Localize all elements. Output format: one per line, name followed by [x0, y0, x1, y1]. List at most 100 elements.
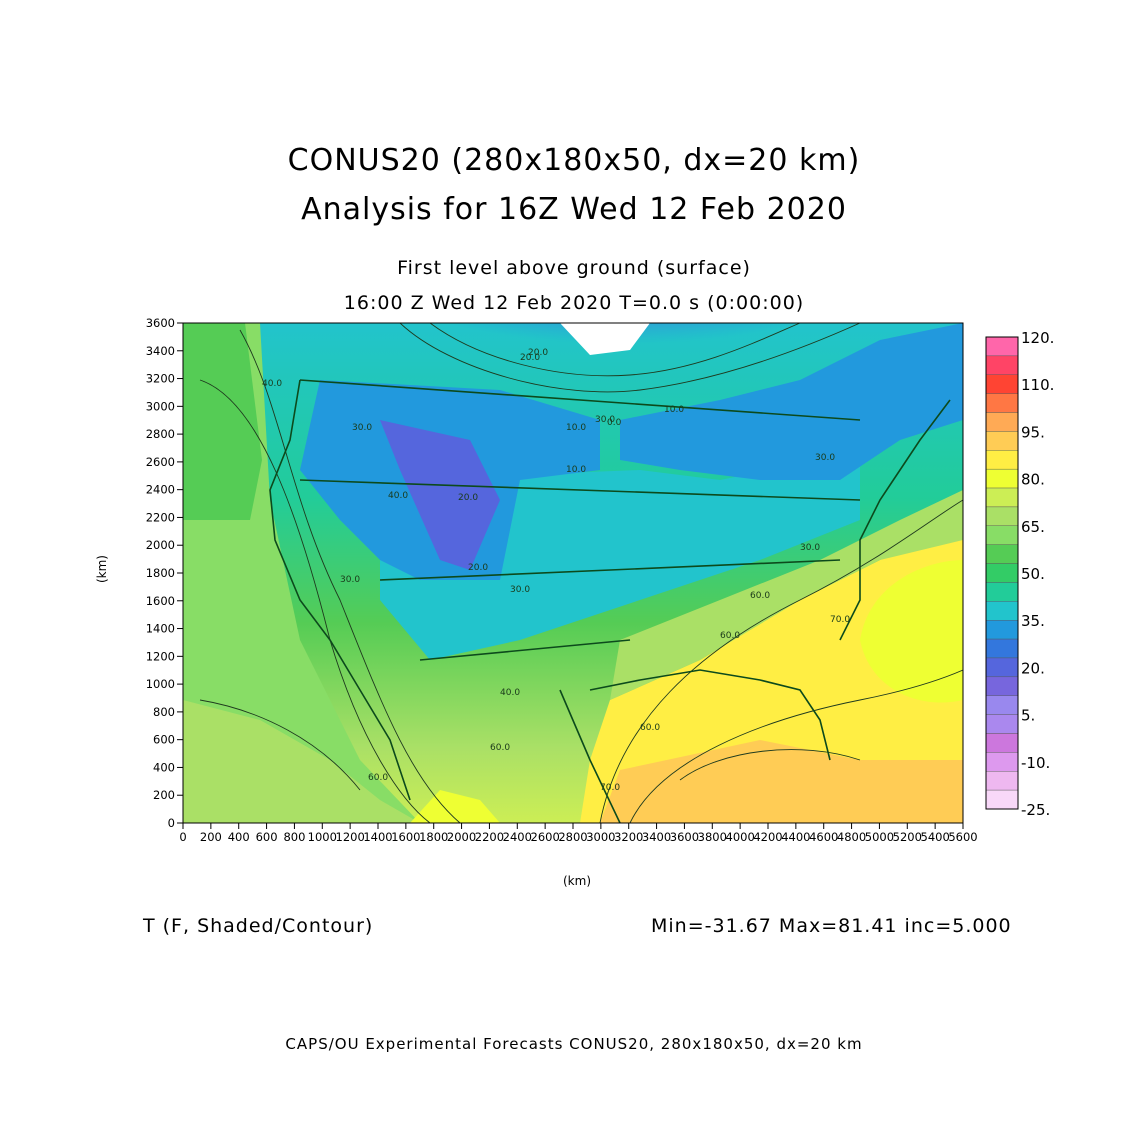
atlantic-warm-core	[860, 560, 963, 703]
y-tick-label: 1800	[146, 566, 175, 580]
contour-label: 60.0	[368, 773, 388, 783]
colorbar-swatch	[985, 714, 1019, 734]
x-tick-label: 200	[200, 830, 222, 844]
colorbar-swatch	[985, 752, 1019, 772]
contour-label: 40.0	[388, 491, 408, 501]
x-tick-label: 0	[179, 830, 186, 844]
colorbar-swatch	[985, 544, 1019, 564]
contour-line	[599, 499, 963, 823]
level-subtitle: First level above ground (surface)	[397, 257, 751, 279]
colorbar-swatch	[985, 393, 1019, 413]
x-tick-label: 2600	[531, 830, 560, 844]
x-tick-label: 2200	[475, 830, 504, 844]
colorbar-label: -10.	[1021, 754, 1050, 772]
colorbar-swatch	[985, 657, 1019, 678]
colorbar-swatch	[985, 789, 1019, 810]
x-tick-label: 5200	[893, 830, 922, 844]
x-tick-label: 4400	[781, 830, 810, 844]
colorbar-frame	[985, 336, 1019, 810]
x-tick-label: 2000	[447, 830, 476, 844]
colorbar-label: 110.	[1021, 376, 1054, 394]
contour-label: 10.0	[566, 465, 586, 475]
contour-label: 30.0	[352, 423, 372, 433]
contour-label: 60.0	[720, 631, 740, 641]
y-tick-label: 200	[153, 788, 175, 802]
x-tick-label: 1600	[391, 830, 420, 844]
contour-label: 0.0	[607, 418, 622, 428]
map-title-line2: Analysis for 16Z Wed 12 Feb 2020	[301, 192, 847, 227]
contour-label: 20.0	[468, 563, 488, 573]
contour-label: 20.0	[458, 493, 478, 503]
contour-line	[429, 323, 801, 377]
credit-line: CAPS/OU Experimental Forecasts CONUS20, …	[285, 1035, 863, 1053]
y-tick-label: 2800	[146, 427, 175, 441]
y-tick-label: 2000	[146, 538, 175, 552]
contour-line	[199, 379, 431, 823]
x-tick-label: 2800	[558, 830, 587, 844]
y-tick-label: 3600	[146, 316, 175, 330]
x-tick-label: 5000	[865, 830, 894, 844]
y-tick-label: 3400	[146, 344, 175, 358]
contour-label: 20.0	[528, 348, 548, 358]
colorbar-label: 65.	[1021, 518, 1045, 536]
contour-label: 20.0	[520, 353, 540, 363]
contour-label: 70.0	[830, 615, 850, 625]
y-tick-label: 0	[168, 816, 175, 830]
contour-line	[679, 749, 861, 781]
x-tick-label: 1800	[419, 830, 448, 844]
map-title-line1: CONUS20 (280x180x50, dx=20 km)	[287, 143, 861, 178]
colorbar-label: 95.	[1021, 423, 1045, 441]
y-tick-label: 400	[153, 760, 175, 774]
colorbar-swatch	[985, 563, 1019, 583]
x-tick-label: 800	[283, 830, 305, 844]
y-tick-label: 3000	[146, 399, 175, 413]
contour-label: 60.0	[750, 591, 770, 601]
stats-label: Min=-31.67 Max=81.41 inc=5.000	[651, 915, 1012, 937]
colorbar-swatch	[985, 638, 1019, 659]
y-tick-label: 1000	[146, 677, 175, 691]
pacific-field-warm	[183, 700, 420, 823]
canada-coldest	[560, 323, 650, 355]
y-tick-label: 800	[153, 705, 175, 719]
state-border	[379, 559, 841, 581]
contour-label: 40.0	[262, 379, 282, 389]
colorbar-swatch	[985, 525, 1019, 545]
contour-label: 10.0	[566, 423, 586, 433]
variable-label: T (F, Shaded/Contour)	[143, 915, 374, 937]
contour-label: 40.0	[500, 688, 520, 698]
contour-label: 30.0	[595, 415, 615, 425]
contour-line	[629, 669, 963, 823]
x-tick-label: 4800	[837, 830, 866, 844]
x-tick-label: 3800	[698, 830, 727, 844]
state-border	[419, 639, 631, 661]
colorbar-swatch	[985, 412, 1019, 432]
contour-label: 10.0	[664, 405, 684, 415]
gulf-warm-field	[580, 520, 963, 823]
time-subtitle: 16:00 Z Wed 12 Feb 2020 T=0.0 s (0:00:00…	[343, 292, 805, 314]
colorbar-swatch	[985, 771, 1019, 791]
contour-label: 30.0	[510, 585, 530, 595]
colorbar-label: 5.	[1021, 707, 1035, 725]
colorbar-swatch	[985, 506, 1019, 527]
x-tick-label: 4200	[753, 830, 782, 844]
contour-line	[399, 323, 861, 393]
x-tick-label: 4600	[809, 830, 838, 844]
colorbar-swatch	[985, 450, 1019, 470]
x-axis-unit: (km)	[563, 874, 592, 888]
x-tick-label: 400	[228, 830, 250, 844]
y-tick-label: 2200	[146, 510, 175, 524]
colorbar-label: 120.	[1021, 329, 1054, 347]
x-tick-label: 5600	[948, 830, 977, 844]
mexico-warm-south	[410, 790, 500, 823]
colorbar-swatch	[985, 733, 1019, 753]
y-tick-label: 3200	[146, 372, 175, 386]
contour-label: 30.0	[800, 543, 820, 553]
x-tick-label: 3400	[642, 830, 671, 844]
x-tick-label: 3000	[586, 830, 615, 844]
contour-label: 60.0	[490, 743, 510, 753]
state-border	[299, 479, 861, 501]
contour-line	[199, 699, 361, 791]
colorbar-swatch	[985, 431, 1019, 451]
colorbar-label: 50.	[1021, 565, 1045, 583]
colorbar-swatch	[985, 468, 1019, 489]
